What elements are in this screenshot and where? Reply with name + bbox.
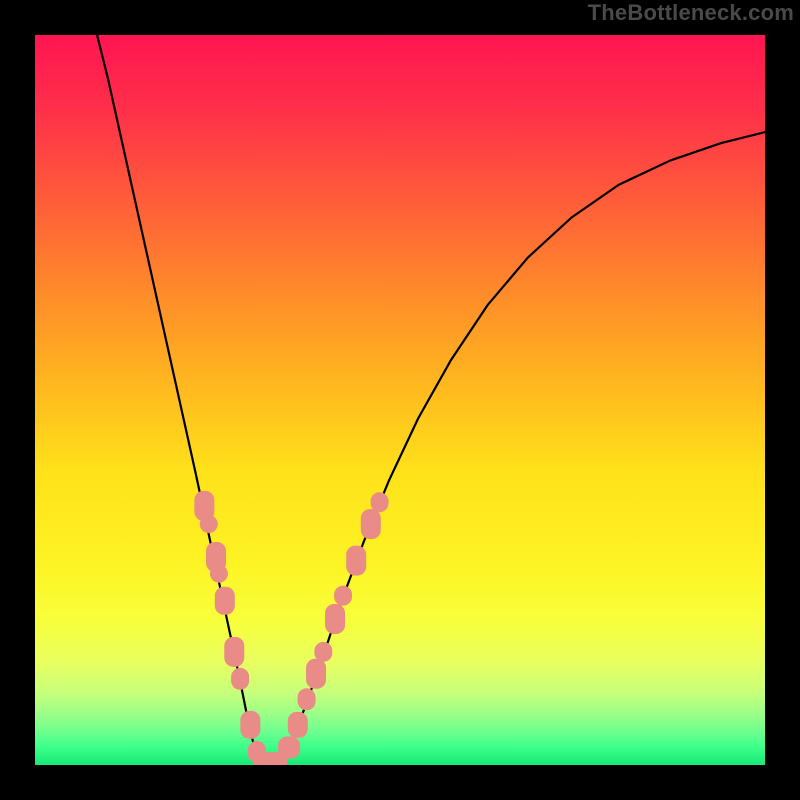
curve-marker [325, 604, 345, 634]
curve-marker [278, 736, 300, 758]
chart-stage: TheBottleneck.com [0, 0, 800, 800]
curve-marker [371, 492, 389, 512]
curve-marker [224, 637, 244, 667]
plot-background [35, 35, 765, 765]
curve-marker [334, 586, 352, 606]
curve-marker [200, 515, 218, 533]
curve-marker [288, 712, 308, 738]
curve-marker [210, 565, 228, 583]
curve-marker [215, 587, 235, 615]
watermark-text: TheBottleneck.com [588, 0, 794, 26]
curve-marker [346, 546, 366, 576]
curve-marker [231, 668, 249, 690]
curve-marker [314, 642, 332, 662]
curve-marker [240, 711, 260, 739]
curve-marker [306, 659, 326, 689]
curve-marker [298, 688, 316, 710]
bottleneck-chart-svg [0, 0, 800, 800]
curve-marker [361, 509, 381, 539]
